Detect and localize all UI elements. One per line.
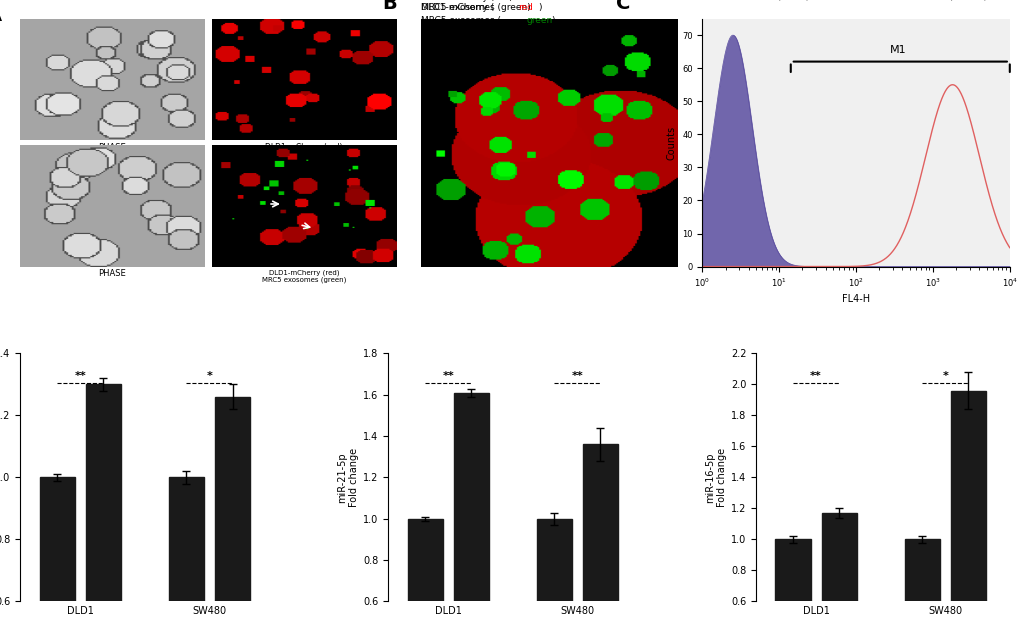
- Y-axis label: miR-16-5p
Fold change: miR-16-5p Fold change: [704, 448, 726, 507]
- Text: **: **: [442, 371, 453, 381]
- Text: A: A: [0, 6, 2, 25]
- Text: MRC5 exosomes (: MRC5 exosomes (: [421, 16, 500, 25]
- Text: **: **: [74, 371, 87, 381]
- Bar: [215, 397, 250, 620]
- X-axis label: FL4-H: FL4-H: [842, 294, 869, 304]
- X-axis label: PHASE: PHASE: [99, 143, 126, 152]
- Y-axis label: Counts: Counts: [665, 125, 676, 160]
- Bar: [453, 392, 488, 620]
- Text: ): ): [538, 3, 541, 12]
- Text: DLD1-mCherry (red)
MRC5 exosomes (green): DLD1-mCherry (red) MRC5 exosomes (green): [421, 0, 531, 12]
- X-axis label: PHASE: PHASE: [99, 269, 126, 278]
- Text: Control (2.5%): Control (2.5%): [739, 0, 809, 1]
- Text: B: B: [382, 0, 397, 13]
- Text: *: *: [207, 371, 212, 381]
- Bar: [774, 539, 810, 620]
- Y-axis label: miR-21-5p
Fold change: miR-21-5p Fold change: [337, 448, 359, 507]
- Bar: [536, 519, 572, 620]
- X-axis label: DLD1-mCherry (red)
MRC5 exosomes (green): DLD1-mCherry (red) MRC5 exosomes (green): [262, 269, 345, 283]
- Text: red: red: [518, 3, 532, 12]
- Text: M1: M1: [890, 45, 906, 55]
- Bar: [408, 519, 442, 620]
- X-axis label: DLD1-mCherry (red): DLD1-mCherry (red): [265, 143, 342, 152]
- Bar: [950, 391, 984, 620]
- Bar: [169, 477, 204, 620]
- Text: **: **: [571, 371, 583, 381]
- Bar: [904, 539, 938, 620]
- Text: Exosome (98.5%): Exosome (98.5%): [902, 0, 986, 1]
- Text: *: *: [942, 371, 948, 381]
- Text: C: C: [615, 0, 630, 13]
- Bar: [582, 445, 618, 620]
- Bar: [820, 513, 856, 620]
- Bar: [40, 477, 74, 620]
- Text: DLD1-mCherry (: DLD1-mCherry (: [421, 3, 494, 12]
- Text: green: green: [526, 16, 552, 25]
- Text: ): ): [551, 16, 554, 25]
- Bar: [86, 384, 121, 620]
- Text: **: **: [809, 371, 821, 381]
